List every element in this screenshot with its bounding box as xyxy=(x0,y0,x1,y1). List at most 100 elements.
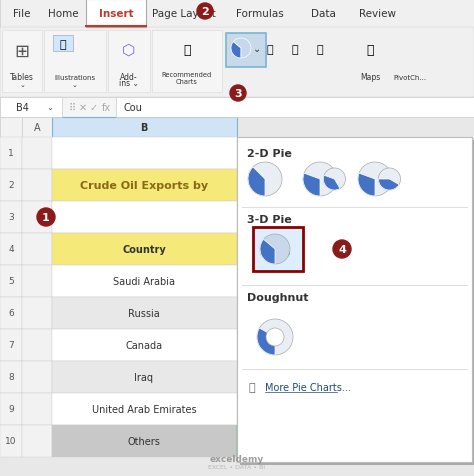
Text: 📉: 📉 xyxy=(317,45,323,55)
Text: 3-D Pie: 3-D Pie xyxy=(247,215,292,225)
Text: exceldemy: exceldemy xyxy=(210,455,264,464)
Bar xyxy=(253,228,303,271)
Text: Formulas: Formulas xyxy=(236,9,284,19)
Circle shape xyxy=(378,169,401,191)
Bar xyxy=(0,28,474,98)
Bar xyxy=(2,31,42,93)
Text: fx: fx xyxy=(101,103,110,113)
Text: Cou: Cou xyxy=(124,103,143,113)
Wedge shape xyxy=(358,174,375,197)
Bar xyxy=(52,425,237,457)
Wedge shape xyxy=(378,179,399,191)
Bar xyxy=(44,31,106,93)
Circle shape xyxy=(358,163,392,197)
Text: Page Layout: Page Layout xyxy=(152,9,216,19)
Text: 🖼: 🖼 xyxy=(60,40,66,50)
Bar xyxy=(52,201,237,234)
Text: 7: 7 xyxy=(8,341,14,350)
Bar xyxy=(22,393,52,425)
Text: ⬡: ⬡ xyxy=(122,42,136,58)
Text: ins ⌄: ins ⌄ xyxy=(119,79,139,89)
Bar xyxy=(0,0,474,28)
Circle shape xyxy=(303,163,337,197)
Bar xyxy=(22,298,52,329)
Text: 10: 10 xyxy=(5,436,17,446)
Text: 4: 4 xyxy=(338,245,346,255)
Bar xyxy=(22,118,52,138)
Bar xyxy=(52,361,237,393)
Wedge shape xyxy=(303,174,320,197)
Text: 8: 8 xyxy=(8,373,14,382)
Bar xyxy=(53,36,73,52)
Bar xyxy=(22,266,52,298)
Wedge shape xyxy=(248,168,265,197)
Text: Data: Data xyxy=(310,9,336,19)
Text: ✓: ✓ xyxy=(90,103,98,113)
Text: Maps: Maps xyxy=(360,73,380,82)
Text: A: A xyxy=(34,123,40,133)
Bar xyxy=(22,234,52,266)
Text: 📈: 📈 xyxy=(292,45,298,55)
Bar xyxy=(52,329,237,361)
Text: 9: 9 xyxy=(8,405,14,414)
Text: ⠿: ⠿ xyxy=(68,103,75,113)
Text: ✕: ✕ xyxy=(79,103,87,113)
Text: Add-: Add- xyxy=(120,72,138,81)
Bar xyxy=(22,169,52,201)
Bar xyxy=(0,169,22,201)
Circle shape xyxy=(230,86,246,102)
Bar xyxy=(22,361,52,393)
Text: File: File xyxy=(13,9,31,19)
Bar xyxy=(52,298,237,329)
Text: 2: 2 xyxy=(201,7,209,17)
Text: 2: 2 xyxy=(8,181,14,190)
Text: Review: Review xyxy=(359,9,396,19)
Bar xyxy=(0,201,22,234)
Text: 3: 3 xyxy=(8,213,14,222)
Text: ⏱: ⏱ xyxy=(249,382,255,392)
Bar xyxy=(237,425,347,457)
Wedge shape xyxy=(231,42,241,59)
Text: 🌍: 🌍 xyxy=(366,43,374,56)
Circle shape xyxy=(257,319,293,355)
Text: ⌄: ⌄ xyxy=(19,82,25,88)
Text: 3: 3 xyxy=(234,89,242,99)
Text: 📊: 📊 xyxy=(267,45,273,55)
Text: 1: 1 xyxy=(8,149,14,158)
Bar xyxy=(0,118,22,138)
Text: Saudi Arabia: Saudi Arabia xyxy=(113,277,175,287)
Bar xyxy=(52,118,237,138)
Bar xyxy=(0,329,22,361)
Text: Insert: Insert xyxy=(99,9,133,19)
Bar xyxy=(86,0,146,28)
Text: Others: Others xyxy=(128,436,160,446)
Bar xyxy=(22,138,52,169)
Text: More Pie Charts...: More Pie Charts... xyxy=(265,382,351,392)
Text: Illustrations: Illustrations xyxy=(55,75,96,81)
Text: 53%: 53% xyxy=(281,436,303,446)
Circle shape xyxy=(323,169,346,191)
Ellipse shape xyxy=(260,248,290,259)
Bar xyxy=(52,393,237,425)
Bar xyxy=(0,393,22,425)
Bar xyxy=(0,98,474,118)
Text: 2-D Pie: 2-D Pie xyxy=(247,149,292,159)
Bar xyxy=(152,31,222,93)
Bar xyxy=(0,361,22,393)
Text: Country: Country xyxy=(122,245,166,255)
Text: Recommended: Recommended xyxy=(162,72,212,78)
Wedge shape xyxy=(257,328,275,355)
Text: 📊: 📊 xyxy=(183,43,191,56)
Text: 6: 6 xyxy=(8,309,14,318)
Circle shape xyxy=(333,240,351,258)
Text: ⌄: ⌄ xyxy=(72,82,78,88)
Circle shape xyxy=(260,235,290,265)
Text: ⊞: ⊞ xyxy=(14,43,29,61)
Bar xyxy=(22,201,52,234)
Wedge shape xyxy=(260,240,275,265)
Text: ⌄: ⌄ xyxy=(46,103,54,112)
Text: Tables: Tables xyxy=(10,73,34,82)
Text: Crude Oil Exports by: Crude Oil Exports by xyxy=(80,180,208,190)
Wedge shape xyxy=(233,39,251,59)
Text: B: B xyxy=(140,123,148,133)
